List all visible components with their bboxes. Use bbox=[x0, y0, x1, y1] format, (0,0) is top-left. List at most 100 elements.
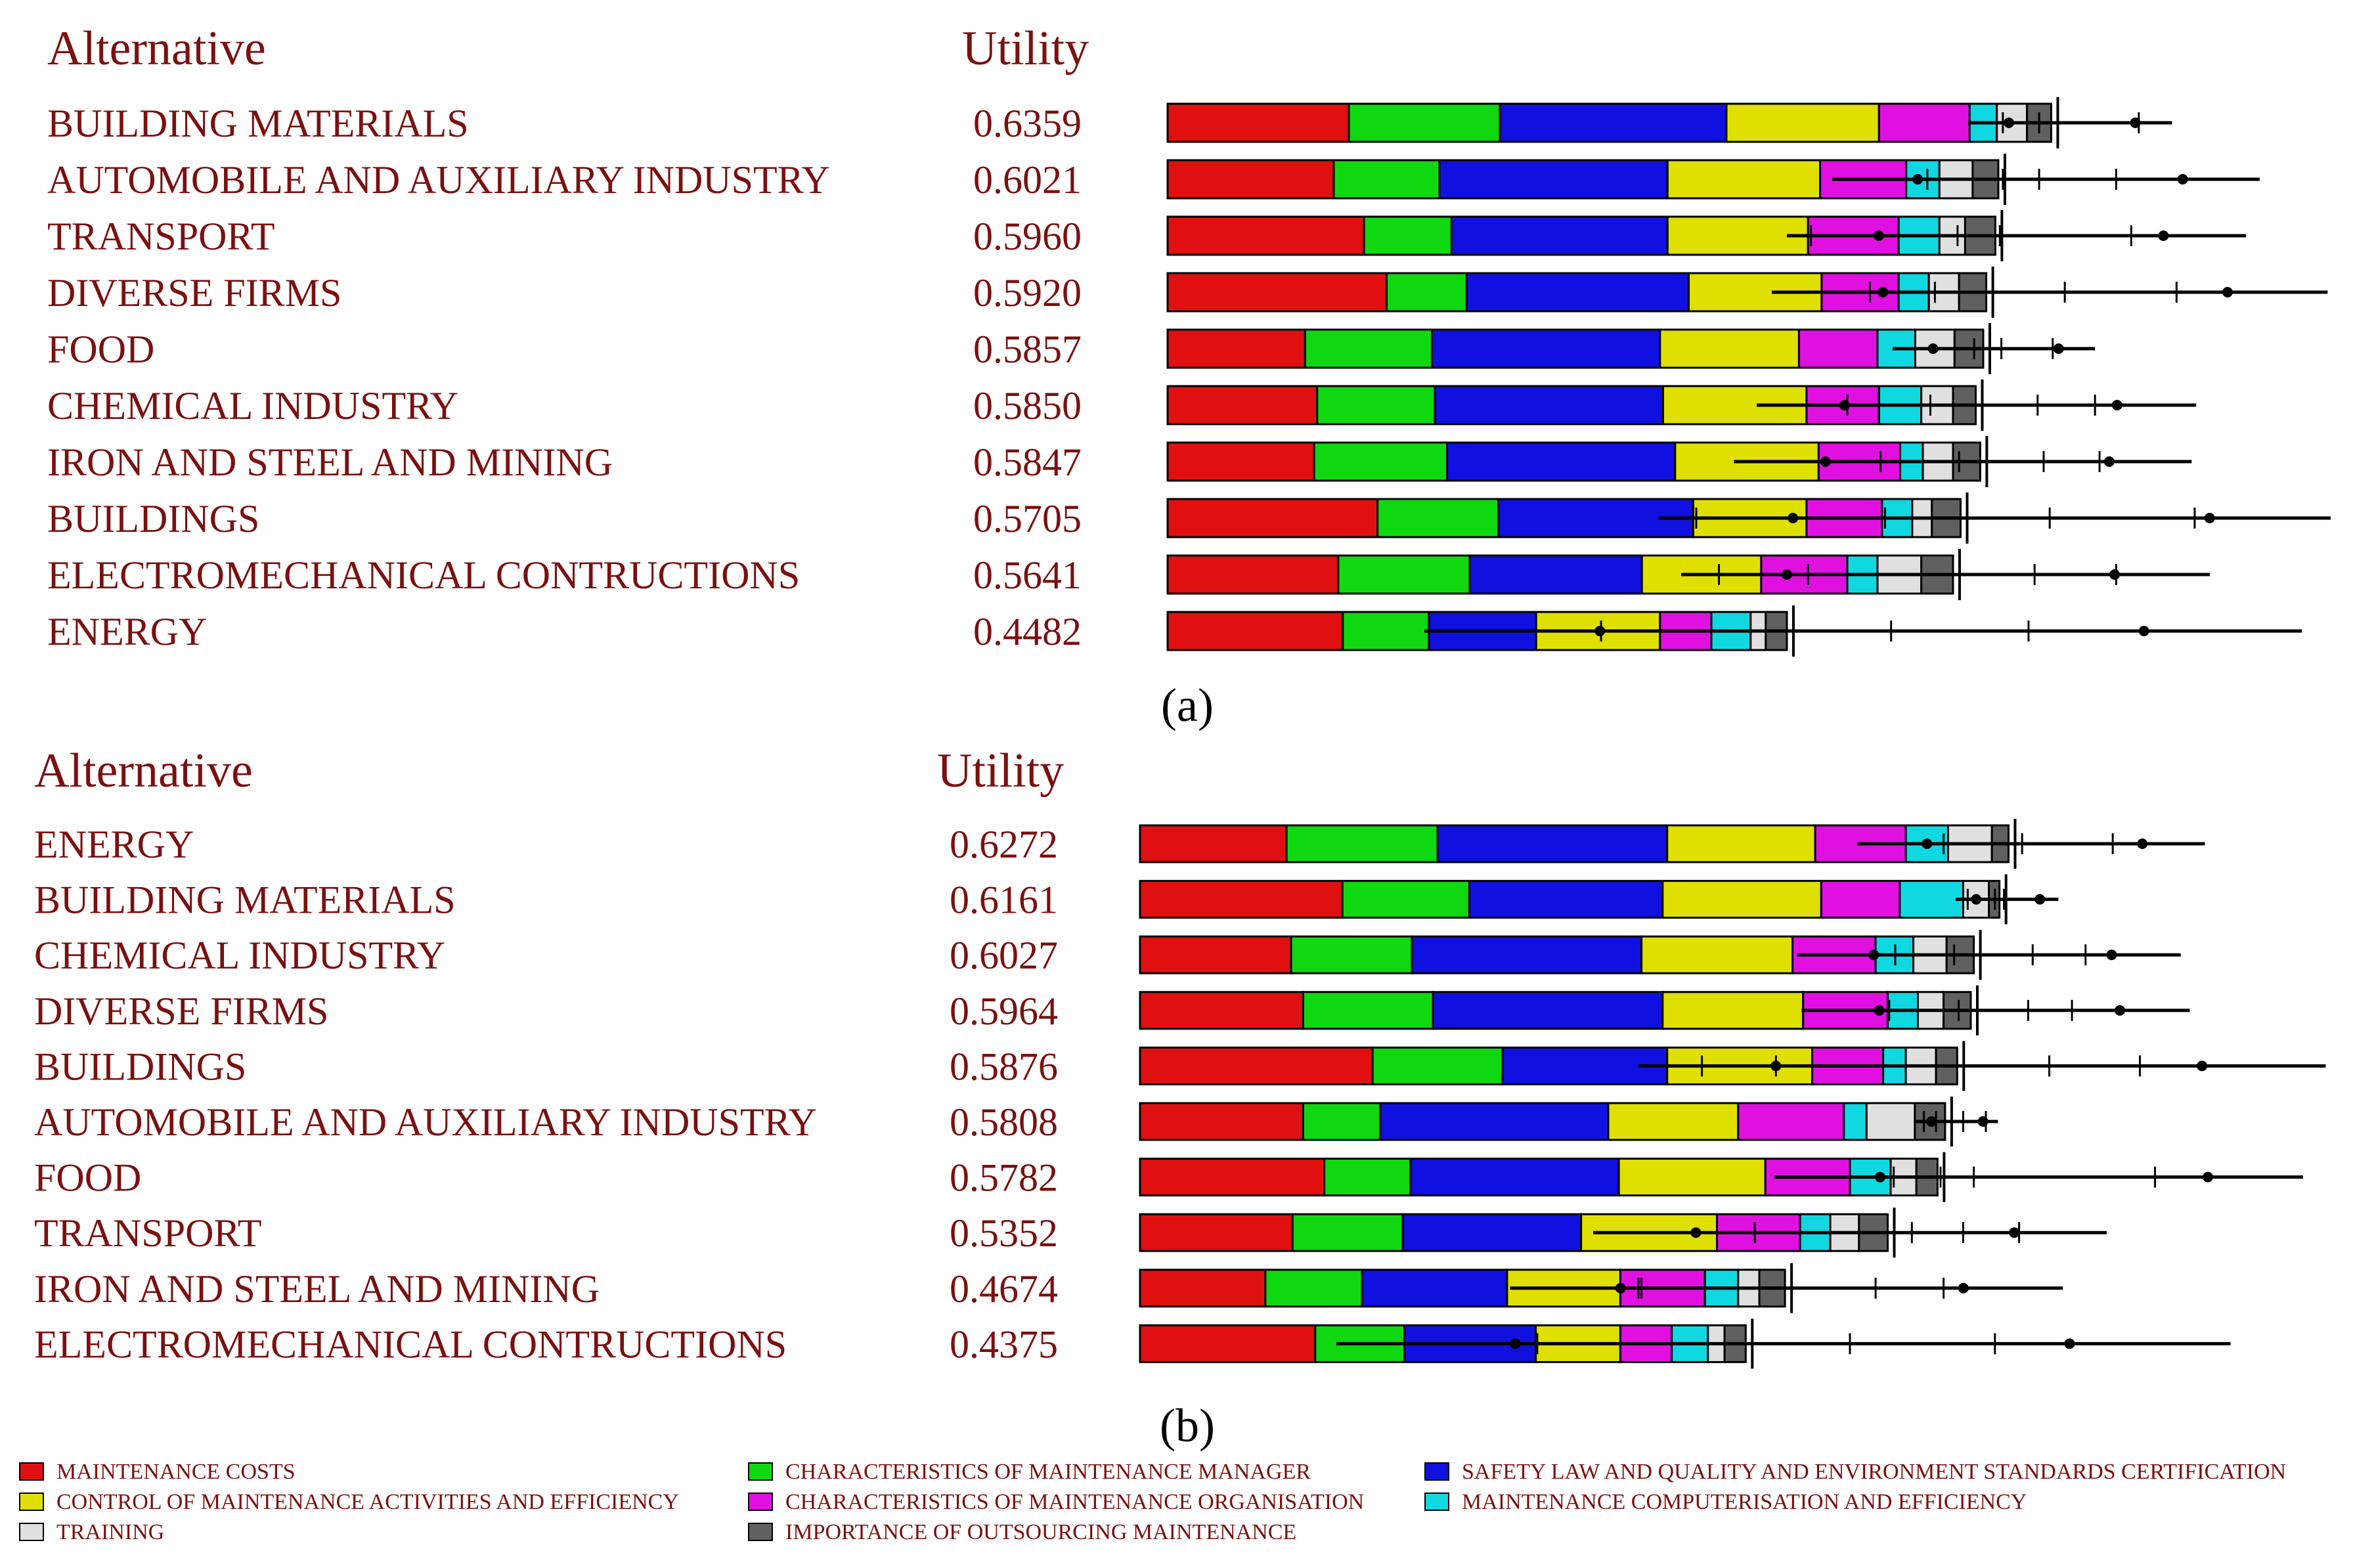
bar-segment bbox=[1661, 880, 1822, 919]
legend-label: CHARACTERISTICS OF MAINTENANCE MANAGER bbox=[785, 1460, 1311, 1484]
utility-value: 0.5641 bbox=[973, 554, 1082, 597]
bar-segment bbox=[1139, 1213, 1294, 1252]
bar-segment bbox=[1304, 328, 1434, 369]
panel-a: Alternative Utility BUILDING MATERIALS 0.… bbox=[47, 22, 2331, 731]
legend-swatch bbox=[748, 1523, 773, 1541]
utility-value: 0.6359 bbox=[973, 102, 1082, 145]
range-dot bbox=[2177, 174, 2188, 185]
bar-segment bbox=[1166, 554, 1340, 595]
bar-segment bbox=[1434, 385, 1664, 425]
header-utility-a: Utility bbox=[962, 22, 1089, 76]
range-dot bbox=[1958, 1282, 1969, 1294]
bar-segment bbox=[1291, 1213, 1404, 1252]
range-dot bbox=[2138, 626, 2149, 636]
legend-label: SAFETY LAW AND QUALITY AND ENVIRONMENT S… bbox=[1462, 1460, 2286, 1484]
bar-segment bbox=[1468, 880, 1664, 919]
range-dot bbox=[1510, 1338, 1521, 1349]
alternative-label: DIVERSE FIRMS bbox=[34, 990, 328, 1033]
range-dot bbox=[2115, 1005, 2126, 1016]
alternative-label: ELECTROMECHANICAL CONTRUCTIONS bbox=[34, 1322, 787, 1366]
legend-label: IMPORTANCE OF OUTSOURCING MAINTENANCE bbox=[785, 1520, 1296, 1544]
legend-label: TRAINING bbox=[56, 1520, 164, 1544]
range-dot bbox=[2109, 569, 2120, 580]
bar-segment bbox=[1438, 159, 1669, 200]
bar-segment bbox=[1737, 1102, 1845, 1141]
utility-value: 0.5847 bbox=[973, 441, 1082, 484]
bar-segment bbox=[1617, 1158, 1767, 1197]
legend-swatch bbox=[19, 1492, 44, 1511]
bar-segment bbox=[1139, 1158, 1326, 1197]
bar-segment bbox=[1363, 215, 1453, 256]
utility-value: 0.5782 bbox=[950, 1156, 1058, 1200]
range-dot bbox=[1922, 838, 1933, 849]
range-dot bbox=[1820, 456, 1831, 467]
legend-label: CONTROL OF MAINTENANCE ACTIVITIES AND EF… bbox=[56, 1490, 679, 1514]
legend-label: MAINTENANCE COMPUTERISATION AND EFFICIEN… bbox=[1462, 1490, 2027, 1514]
bar-segment bbox=[1313, 441, 1448, 482]
bar-segment bbox=[1666, 824, 1816, 863]
bar-segment bbox=[1409, 1158, 1620, 1197]
bar-segment bbox=[1139, 1046, 1374, 1085]
range-dot bbox=[2137, 838, 2148, 849]
utility-value: 0.5920 bbox=[973, 271, 1082, 315]
bar-segment bbox=[1166, 611, 1344, 651]
bar-segment bbox=[1376, 498, 1500, 538]
bar-segment bbox=[1386, 272, 1468, 313]
bar-segment bbox=[1843, 1102, 1868, 1141]
bar-segment bbox=[1139, 1324, 1317, 1363]
alternative-label: DIVERSE FIRMS bbox=[47, 271, 341, 315]
range-dot bbox=[1926, 1116, 1937, 1127]
bar-segment bbox=[1341, 880, 1470, 919]
alternative-label: BUILDING MATERIALS bbox=[47, 102, 469, 145]
alternative-label: AUTOMOBILE AND AUXILIARY INDUSTRY bbox=[34, 1100, 817, 1144]
legend-swatch bbox=[1424, 1462, 1449, 1481]
utility-value: 0.4375 bbox=[950, 1322, 1058, 1366]
alternative-label: AUTOMOBILE AND AUXILIARY INDUSTRY bbox=[47, 158, 830, 202]
bar-segment bbox=[1411, 935, 1643, 974]
utility-value: 0.5705 bbox=[973, 497, 1082, 540]
range-dot bbox=[1615, 1282, 1626, 1294]
range-dot bbox=[1782, 569, 1792, 580]
utility-value: 0.4674 bbox=[950, 1267, 1058, 1311]
range-dot bbox=[1927, 343, 1939, 354]
range-dot bbox=[2106, 949, 2117, 961]
legend-swatch bbox=[19, 1462, 44, 1481]
range-dot bbox=[1874, 1005, 1885, 1016]
range-dot bbox=[1594, 626, 1606, 636]
bar-segment bbox=[1166, 385, 1319, 425]
bar-segment bbox=[1450, 215, 1669, 256]
range-dot bbox=[1770, 1060, 1782, 1072]
range-dot bbox=[1690, 1227, 1702, 1238]
utility-value: 0.6021 bbox=[973, 158, 1082, 202]
alternative-label: FOOD bbox=[47, 328, 154, 371]
bar-segment bbox=[1499, 102, 1728, 143]
bar-segment bbox=[1431, 328, 1661, 369]
alternative-label: IRON AND STEEL AND MINING bbox=[34, 1267, 600, 1311]
panel-label-b: (b) bbox=[1160, 1399, 1215, 1452]
range-dot bbox=[2204, 513, 2215, 523]
bar-segment bbox=[1436, 824, 1669, 863]
range-dot bbox=[1971, 894, 1982, 905]
legend-swatch bbox=[748, 1462, 773, 1481]
alternative-label: BUILDINGS bbox=[47, 497, 259, 540]
alternative-label: CHEMICAL INDUSTRY bbox=[34, 934, 445, 977]
range-dot bbox=[1875, 1171, 1885, 1183]
alternative-label: BUILDING MATERIALS bbox=[34, 879, 456, 922]
bar-segment bbox=[1465, 272, 1690, 313]
range-dot bbox=[1912, 174, 1923, 185]
bar-segment bbox=[1348, 102, 1501, 143]
utility-value: 0.5808 bbox=[950, 1100, 1058, 1144]
utility-value: 0.5964 bbox=[950, 990, 1058, 1033]
bar-segment bbox=[1302, 991, 1434, 1030]
bar-segment bbox=[1878, 102, 1971, 143]
range-dot bbox=[2222, 287, 2233, 297]
bar-segment bbox=[1468, 554, 1643, 595]
alternative-label: ENERGY bbox=[47, 610, 207, 653]
utility-value: 0.5850 bbox=[973, 384, 1082, 427]
bar-segment bbox=[1361, 1269, 1508, 1308]
bar-segment bbox=[1332, 159, 1441, 200]
legend-label: CHARACTERISTICS OF MAINTENANCE ORGANISAT… bbox=[785, 1490, 1364, 1514]
range-dot bbox=[2203, 1171, 2214, 1183]
range-dot bbox=[1878, 287, 1889, 297]
